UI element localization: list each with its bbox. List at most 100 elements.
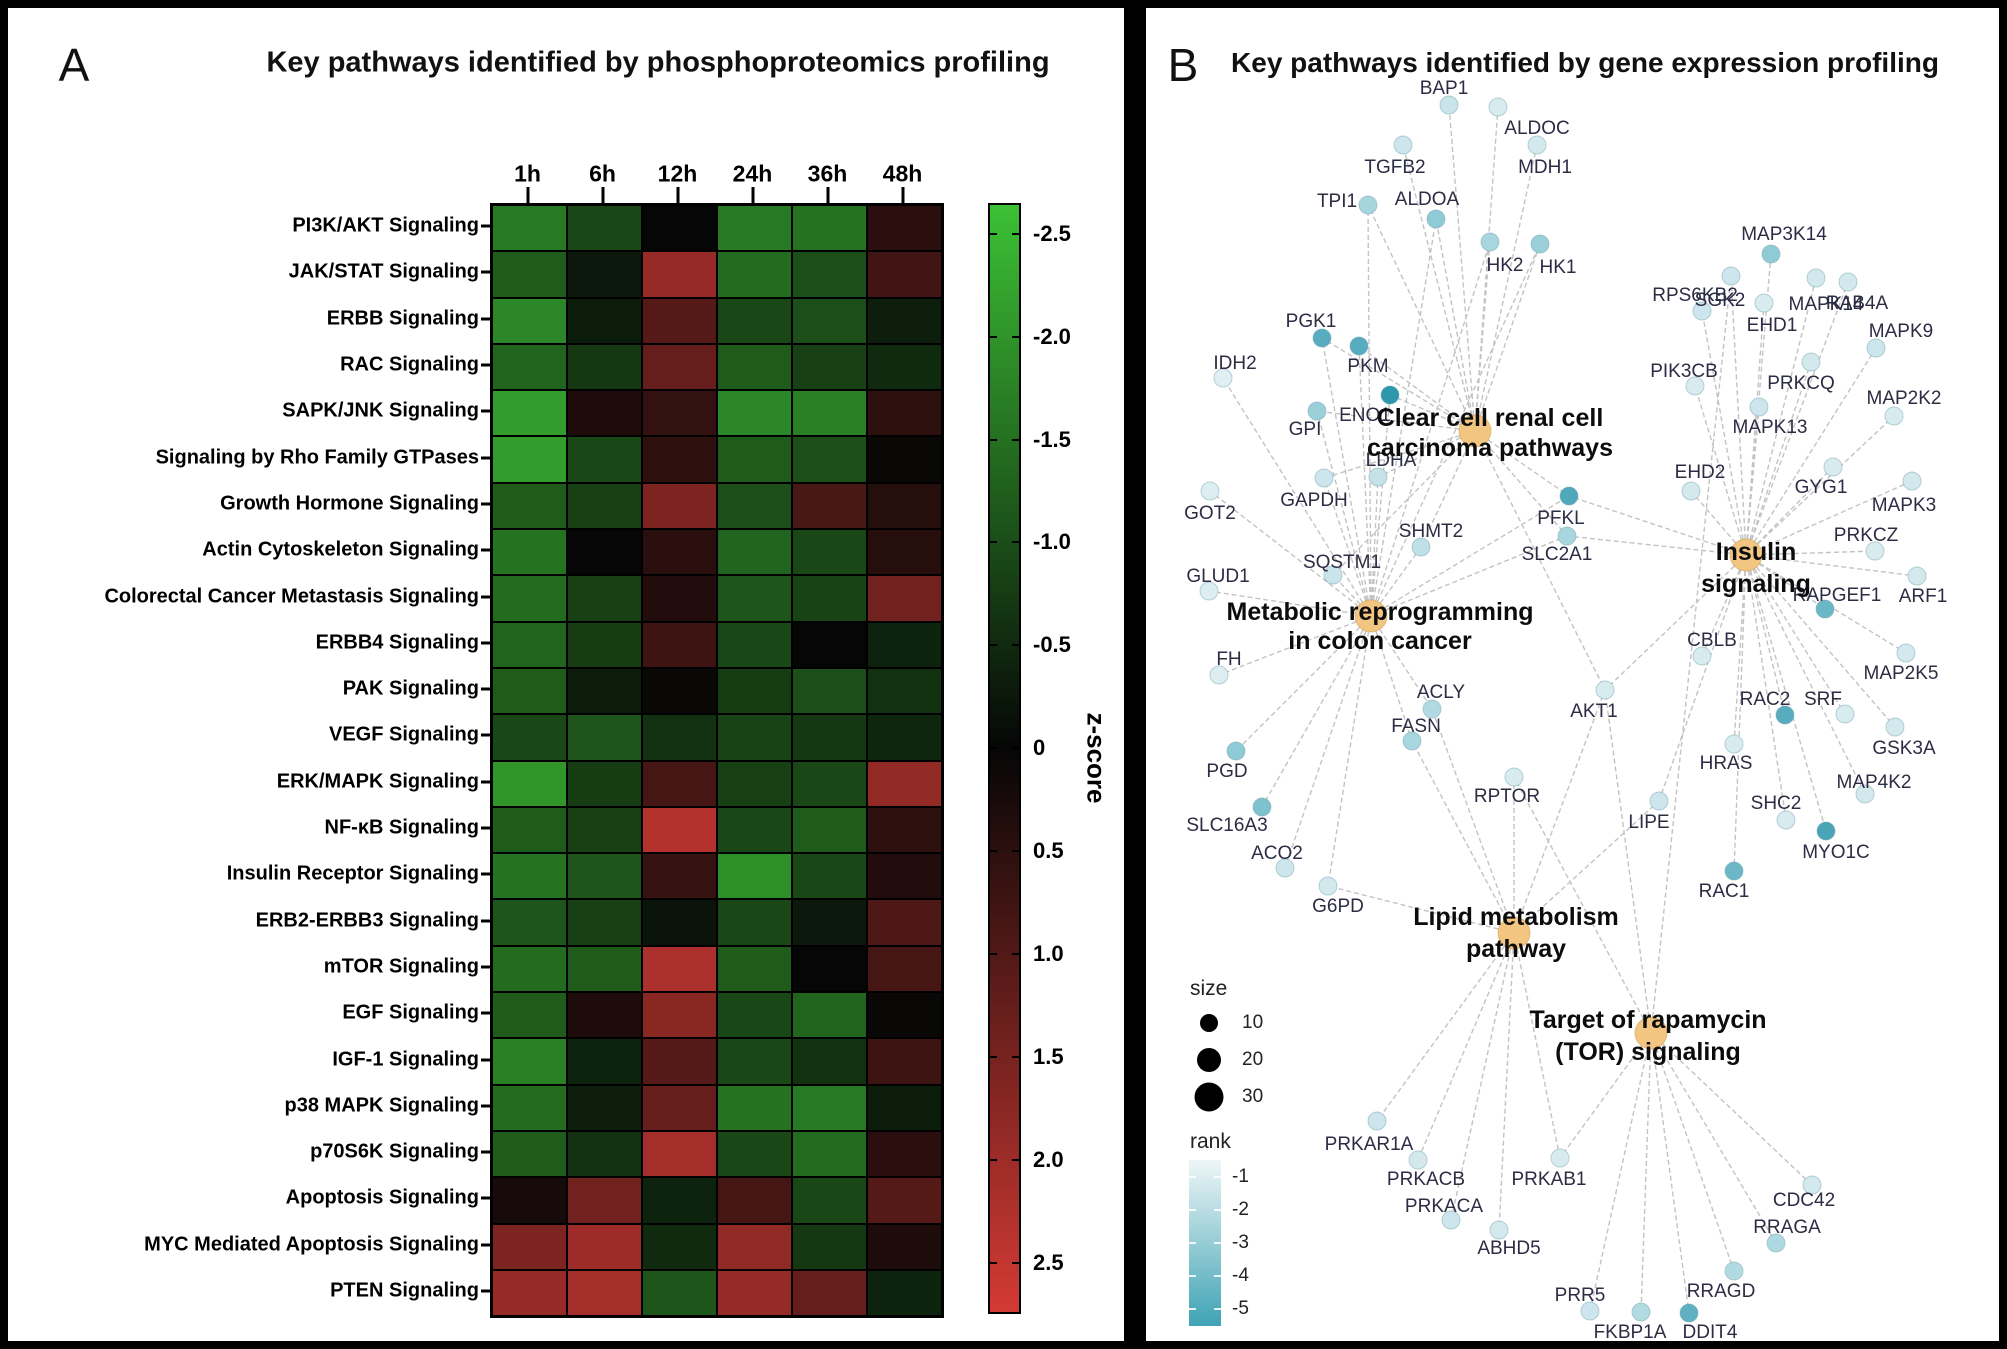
heatmap-cell bbox=[867, 899, 942, 946]
gene-label: GPI bbox=[1289, 419, 1322, 440]
heatmap-cell bbox=[792, 529, 867, 576]
gene-label: MAPK14 bbox=[1789, 294, 1864, 315]
network-edge bbox=[1474, 430, 1568, 537]
gene-node bbox=[1896, 643, 1916, 663]
network-edge bbox=[1650, 1032, 1690, 1314]
heatmap-cell bbox=[792, 1269, 867, 1317]
heatmap-row-label: PTEN Signaling bbox=[330, 1279, 479, 1302]
size-legend-dot bbox=[1197, 1048, 1221, 1072]
heatmap-cell bbox=[792, 343, 867, 391]
gene-label: RRAGD bbox=[1687, 1281, 1756, 1302]
heatmap-cell bbox=[717, 714, 792, 761]
heatmap-cell bbox=[792, 1038, 867, 1085]
colorbar-tick bbox=[988, 1261, 997, 1264]
heatmap-cell bbox=[642, 1223, 717, 1270]
gene-node bbox=[1439, 95, 1459, 115]
rank-legend-tick bbox=[1189, 1242, 1196, 1244]
network-edge bbox=[1370, 218, 1437, 617]
network-edge bbox=[1431, 708, 1515, 934]
heatmap-cell bbox=[567, 621, 642, 668]
heatmap-cell bbox=[642, 714, 717, 761]
network-edge bbox=[1208, 590, 1372, 617]
heatmap-cell bbox=[867, 667, 942, 715]
gene-node bbox=[1649, 791, 1669, 811]
gene-label: MYO1C bbox=[1802, 842, 1870, 863]
gene-label: GOT2 bbox=[1184, 503, 1236, 524]
heatmap-cell bbox=[642, 1177, 717, 1224]
heatmap-cell bbox=[642, 205, 717, 252]
rank-legend-title: rank bbox=[1190, 1130, 1231, 1153]
heatmap-cell bbox=[717, 251, 792, 298]
network-edge bbox=[1513, 689, 1606, 934]
gene-node bbox=[1724, 734, 1744, 754]
gene-label: EHD1 bbox=[1747, 315, 1798, 336]
heatmap-row-label: Colorectal Cancer Metastasis Signaling bbox=[104, 585, 479, 608]
heatmap-row-tick bbox=[481, 872, 490, 876]
gene-node bbox=[1557, 526, 1577, 546]
network-edge bbox=[1745, 406, 1760, 556]
gene-node bbox=[1766, 1233, 1786, 1253]
heatmap-column-label: 1h bbox=[514, 160, 541, 187]
heatmap-row-tick bbox=[481, 595, 490, 599]
heatmap-cell bbox=[792, 1177, 867, 1224]
heatmap-row-label: JAK/STAT Signaling bbox=[288, 260, 479, 283]
heatmap-cell bbox=[792, 390, 867, 437]
heatmap-cell bbox=[642, 297, 717, 344]
gene-node bbox=[1835, 704, 1855, 724]
pathway-hub-label: pathway bbox=[1466, 935, 1566, 963]
heatmap-cell bbox=[567, 297, 642, 344]
heatmap-cell bbox=[492, 529, 567, 576]
heatmap-row-tick bbox=[481, 687, 490, 691]
heatmap-column-tick bbox=[901, 187, 904, 203]
heatmap-column-label: 48h bbox=[882, 160, 923, 187]
heatmap-row-label: Apoptosis Signaling bbox=[285, 1186, 479, 1209]
heatmap-row-tick bbox=[481, 1150, 490, 1154]
gene-label: IDH2 bbox=[1213, 353, 1256, 374]
gene-label: PRKCQ bbox=[1767, 373, 1835, 394]
size-legend-dot bbox=[1194, 1082, 1224, 1112]
heatmap-row-tick bbox=[481, 1196, 490, 1200]
gene-node bbox=[1488, 97, 1508, 117]
heatmap-row-tick bbox=[481, 641, 490, 645]
heatmap-cell bbox=[717, 390, 792, 437]
heatmap-row-tick bbox=[481, 363, 490, 367]
network-edge bbox=[1370, 495, 1570, 617]
colorbar-tick bbox=[988, 232, 997, 235]
gene-node bbox=[1199, 581, 1219, 601]
gene-label: RAPGEF1 bbox=[1793, 585, 1882, 606]
heatmap-cell bbox=[567, 806, 642, 854]
gene-label: SHMT2 bbox=[1399, 521, 1463, 542]
gene-label: MAP4K2 bbox=[1837, 772, 1912, 793]
size-legend-title: size bbox=[1190, 977, 1228, 1000]
heatmap-cell bbox=[867, 714, 942, 761]
network-edge bbox=[1730, 275, 1747, 556]
network-edge bbox=[1604, 554, 1747, 691]
gene-label: SGK2 bbox=[1695, 290, 1746, 311]
gene-label: ALDOC bbox=[1504, 118, 1569, 139]
heatmap-cell bbox=[867, 482, 942, 530]
heatmap-cell bbox=[792, 992, 867, 1039]
network-edge bbox=[1745, 554, 1786, 716]
network-edge bbox=[1417, 932, 1515, 1161]
heatmap-cell bbox=[717, 621, 792, 668]
colorbar-tick-label: 1.5 bbox=[1033, 1043, 1064, 1069]
heatmap-cell bbox=[642, 390, 717, 437]
gene-node bbox=[1866, 338, 1886, 358]
network-edge bbox=[1745, 554, 1787, 821]
heatmap-cell bbox=[642, 853, 717, 900]
gene-node bbox=[1775, 705, 1795, 725]
heatmap-column-tick bbox=[751, 187, 754, 203]
heatmap-cell bbox=[492, 853, 567, 900]
heatmap-cell bbox=[717, 482, 792, 530]
gene-label: GAPDH bbox=[1280, 490, 1348, 511]
network-edge bbox=[1650, 1032, 1813, 1186]
gene-label: MAP2K5 bbox=[1864, 663, 1939, 684]
heatmap-row-tick bbox=[481, 1243, 490, 1247]
heatmap-row-label: IGF-1 Signaling bbox=[332, 1048, 479, 1071]
heatmap-cell bbox=[642, 343, 717, 391]
gene-labels: BAP1 ALDOC MDH1 TGFB2 TPI1 ALDOA HK2 HK1 PGK1 PKM… bbox=[1184, 78, 1947, 1341]
heatmap-cell bbox=[867, 390, 942, 437]
gene-node bbox=[1314, 468, 1334, 488]
heatmap-cell bbox=[867, 853, 942, 900]
heatmap-cell bbox=[717, 1223, 792, 1270]
